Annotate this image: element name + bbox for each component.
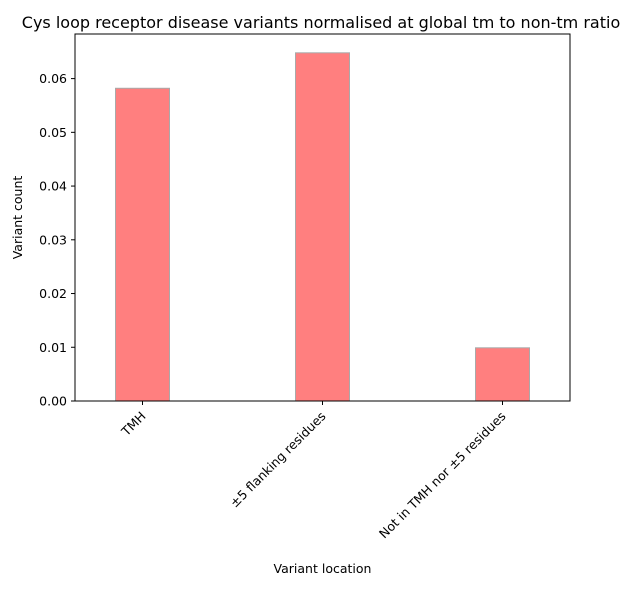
bar <box>295 52 350 402</box>
y-tick-label: 0.01 <box>39 340 67 355</box>
y-tick-label: 0.06 <box>39 71 67 86</box>
bars-layer <box>115 52 530 402</box>
plot-frame <box>74 33 571 402</box>
y-tick-label: 0.00 <box>39 394 67 409</box>
y-tick-label: 0.02 <box>39 286 67 301</box>
x-tick-label: TMH <box>118 409 149 440</box>
y-axis: 0.00 0.01 0.02 0.03 0.04 0.05 0.06 <box>39 71 75 409</box>
bar <box>475 347 530 402</box>
y-tick-label: 0.05 <box>39 125 67 140</box>
x-tick-label: ±5 flanking residues <box>227 409 329 511</box>
x-tick-label: Not in TMH nor ±5 residues <box>376 409 509 542</box>
x-axis: TMH ±5 flanking residues Not in TMH nor ±5… <box>118 401 509 541</box>
y-tick-label: 0.03 <box>39 232 67 247</box>
y-tick-label: 0.04 <box>39 179 67 194</box>
y-axis-label: Variant count <box>10 176 25 260</box>
chart-title: Cys loop receptor disease variants norma… <box>22 13 620 32</box>
x-axis-label: Variant location <box>274 561 372 576</box>
bar <box>115 87 170 402</box>
